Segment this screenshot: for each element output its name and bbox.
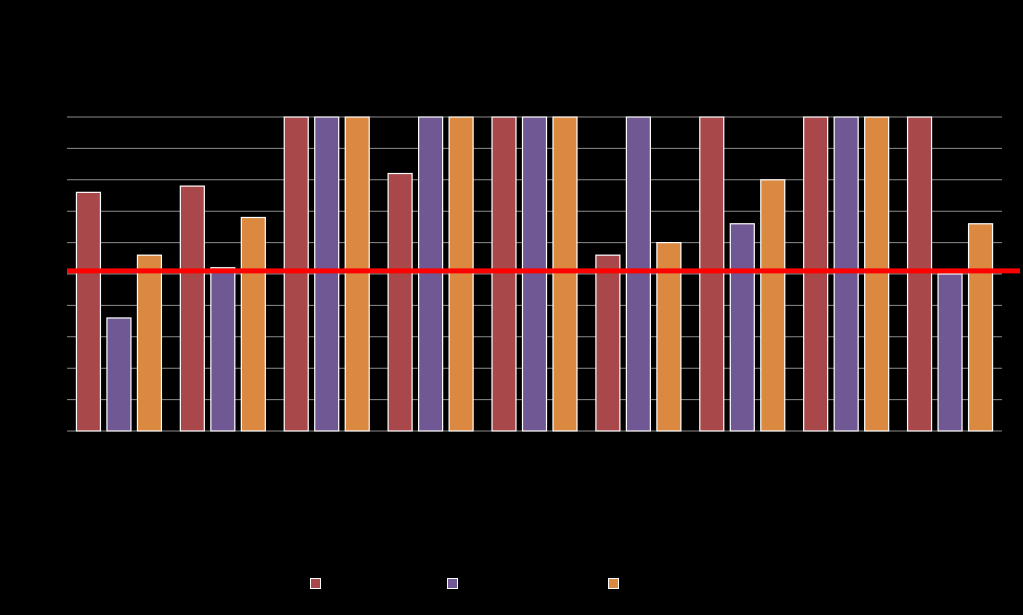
legend-item-2 — [447, 578, 458, 589]
bar-series1-group9 — [906, 116, 933, 432]
bar-series1-group2 — [179, 185, 205, 432]
bar-series1-group7 — [699, 116, 725, 432]
bars — [75, 116, 994, 432]
bar-series2-group3 — [314, 116, 340, 432]
legend-item-3 — [608, 578, 619, 589]
legend-item-1 — [310, 578, 321, 589]
bar-series2-group8 — [833, 116, 859, 432]
bar-series3-group6 — [656, 242, 682, 432]
bar-series2-group4 — [418, 116, 444, 432]
bar-series3-group7 — [760, 179, 786, 432]
bar-series1-group4 — [387, 172, 413, 432]
legend-swatch-3 — [608, 578, 619, 589]
bar-series2-group5 — [521, 116, 548, 432]
bar-series2-group7 — [729, 223, 755, 432]
bar-series3-group5 — [552, 116, 578, 432]
bar-series2-group1 — [106, 317, 132, 432]
bar-series3-group9 — [967, 223, 994, 432]
bar-series2-group6 — [625, 116, 651, 432]
bar-series1-group6 — [595, 254, 621, 432]
legend-swatch-2 — [447, 578, 458, 589]
bar-series3-group1 — [136, 254, 163, 432]
bar-series3-group8 — [864, 116, 890, 432]
bar-series3-group4 — [448, 116, 474, 432]
bar-series2-group2 — [210, 267, 236, 432]
bar-series1-group8 — [803, 116, 829, 432]
bar-series1-group1 — [75, 191, 102, 432]
legend-swatch-1 — [310, 578, 321, 589]
bar-series3-group2 — [240, 216, 266, 432]
bar-series3-group3 — [344, 116, 370, 432]
legend — [0, 578, 1023, 598]
bar-series2-group9 — [937, 273, 963, 432]
bar-series1-group3 — [283, 116, 309, 432]
bar-series1-group5 — [491, 116, 517, 432]
